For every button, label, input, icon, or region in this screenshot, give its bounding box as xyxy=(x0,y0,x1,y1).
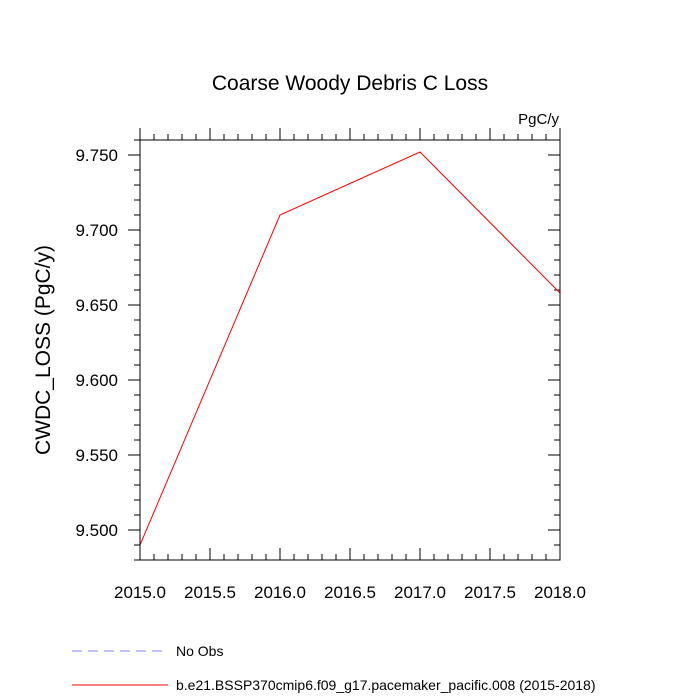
x-tick-label: 2017.0 xyxy=(394,583,446,602)
x-tick-label: 2017.5 xyxy=(464,583,516,602)
y-tick-label: 9.500 xyxy=(75,521,118,540)
chart-title: Coarse Woody Debris C Loss xyxy=(212,72,488,95)
x-tick-label: 2016.0 xyxy=(254,583,306,602)
units-label: PgC/y xyxy=(518,111,559,128)
x-tick-label: 2018.0 xyxy=(534,583,586,602)
x-tick-label: 2016.5 xyxy=(324,583,376,602)
y-axis-label: CWDC_LOSS (PgC/y) xyxy=(32,245,55,455)
plot-frame xyxy=(139,139,561,561)
axis-ticks xyxy=(128,128,561,561)
y-tick-label: 9.700 xyxy=(75,221,118,240)
y-tick-label: 9.750 xyxy=(75,146,118,165)
legend-label: No Obs xyxy=(176,643,223,659)
x-tick-label: 2015.0 xyxy=(114,583,166,602)
legend: No Obs b.e21.BSSP370cmip6.f09_g17.pacemak… xyxy=(72,643,596,693)
tick-labels: 2015.0 2015.5 2016.0 2016.5 2017.0 2017.5 2018… xyxy=(75,146,586,602)
legend-label: b.e21.BSSP370cmip6.f09_g17.pacemaker_pac… xyxy=(176,677,596,693)
y-tick-label: 9.600 xyxy=(75,371,118,390)
series-lines xyxy=(139,151,561,546)
x-tick-label: 2015.5 xyxy=(184,583,236,602)
y-tick-label: 9.650 xyxy=(75,296,118,315)
y-tick-label: 9.550 xyxy=(75,446,118,465)
series-line xyxy=(139,151,561,546)
